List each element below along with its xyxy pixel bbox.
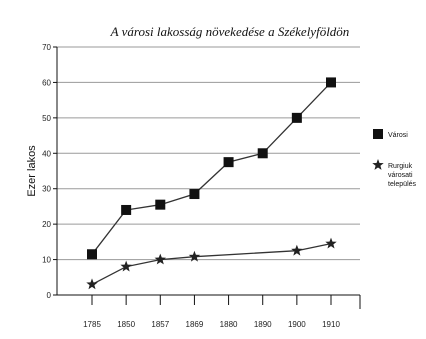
y-tick-label-40: 40 (42, 149, 51, 158)
y-tick-label-70: 70 (42, 43, 51, 52)
x-tick-label-1857: 1857 (151, 320, 169, 329)
series-2-point-1850 (120, 260, 132, 272)
series-1-point-1910 (326, 77, 336, 88)
legend-label-1: Városi (388, 132, 408, 139)
grid-lines (57, 46, 360, 261)
y-tick-label-30: 30 (42, 185, 51, 194)
series-1 (87, 77, 336, 260)
series-2-point-1785 (86, 278, 98, 290)
x-tick-label-1880: 1880 (220, 320, 238, 329)
x-tick-label-1900: 1900 (288, 320, 306, 329)
legend-marker-2 (372, 159, 384, 170)
series-1-point-1857 (155, 199, 166, 210)
series-1-point-1880 (223, 157, 234, 168)
axes (53, 46, 361, 309)
legend-marker-1 (373, 129, 383, 139)
y-axis-label: Ezer lakos (26, 145, 38, 197)
series-1-point-1890 (257, 148, 268, 159)
y-tick-label-50: 50 (42, 114, 51, 123)
y-tick-label-10: 10 (42, 256, 51, 265)
x-tick-label-1869: 1869 (186, 320, 204, 329)
series-1-point-1900 (291, 112, 302, 123)
chart-title: A városi lakosság növekedése a Székelyfö… (110, 24, 350, 39)
series-2-line (91, 242, 332, 285)
series-1-point-1785 (87, 249, 97, 260)
x-tick-label-1850: 1850 (117, 320, 135, 329)
series-1-line (91, 81, 332, 255)
series-group (86, 77, 337, 290)
series-2-point-1869 (188, 250, 201, 262)
x-tick-label-1785: 1785 (83, 320, 101, 329)
y-tick-label-20: 20 (42, 220, 51, 229)
x-tick-label-1910: 1910 (322, 320, 340, 329)
series-1-point-1869 (189, 189, 200, 200)
y-tick-label-0: 0 (47, 291, 52, 300)
y-tick-labels: 0 10 20 30 40 50 60 70 (42, 43, 51, 300)
x-tick-label-1890: 1890 (254, 320, 272, 329)
series-1-point-1850 (121, 204, 132, 215)
series-2-point-1910 (325, 237, 337, 249)
legend-label-2-line-3: település (388, 181, 417, 188)
x-tick-labels: 1785 1850 1857 1869 1880 1890 1900 1910 (83, 320, 340, 329)
legend: Városi Rurgiuk városati település (372, 129, 417, 188)
series-2-point-1900 (291, 244, 303, 256)
legend-label-2-line-1: Rurgiuk (388, 163, 413, 170)
series-2 (86, 237, 337, 290)
series-2-point-1857 (154, 253, 166, 265)
y-tick-label-60: 60 (42, 78, 51, 87)
legend-label-2-line-2: városati (388, 172, 413, 179)
